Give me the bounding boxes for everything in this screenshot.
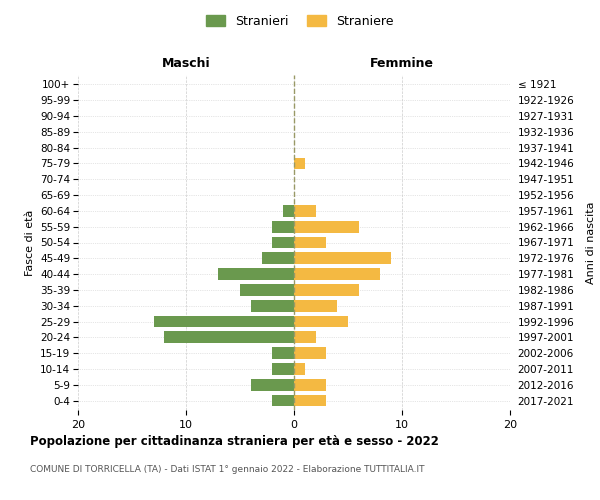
Bar: [262, 252, 294, 264]
Bar: [251, 379, 294, 390]
Bar: [294, 158, 305, 170]
Bar: [272, 394, 294, 406]
Legend: Stranieri, Straniere: Stranieri, Straniere: [203, 11, 397, 32]
Text: Femmine: Femmine: [370, 57, 434, 70]
Bar: [240, 284, 294, 296]
Bar: [272, 221, 294, 232]
Bar: [294, 252, 391, 264]
Text: Maschi: Maschi: [161, 57, 211, 70]
Bar: [294, 236, 326, 248]
Bar: [251, 300, 294, 312]
Bar: [154, 316, 294, 328]
Bar: [294, 394, 326, 406]
Bar: [294, 221, 359, 232]
Bar: [218, 268, 294, 280]
Bar: [294, 284, 359, 296]
Y-axis label: Fasce di età: Fasce di età: [25, 210, 35, 276]
Bar: [294, 205, 316, 217]
Text: Popolazione per cittadinanza straniera per età e sesso - 2022: Popolazione per cittadinanza straniera p…: [30, 435, 439, 448]
Bar: [164, 332, 294, 343]
Bar: [294, 300, 337, 312]
Bar: [294, 316, 348, 328]
Bar: [272, 236, 294, 248]
Bar: [294, 268, 380, 280]
Y-axis label: Anni di nascita: Anni di nascita: [586, 201, 596, 284]
Bar: [272, 347, 294, 359]
Text: COMUNE DI TORRICELLA (TA) - Dati ISTAT 1° gennaio 2022 - Elaborazione TUTTITALIA: COMUNE DI TORRICELLA (TA) - Dati ISTAT 1…: [30, 465, 425, 474]
Bar: [294, 379, 326, 390]
Bar: [272, 363, 294, 375]
Bar: [294, 332, 316, 343]
Bar: [294, 363, 305, 375]
Bar: [283, 205, 294, 217]
Bar: [294, 347, 326, 359]
